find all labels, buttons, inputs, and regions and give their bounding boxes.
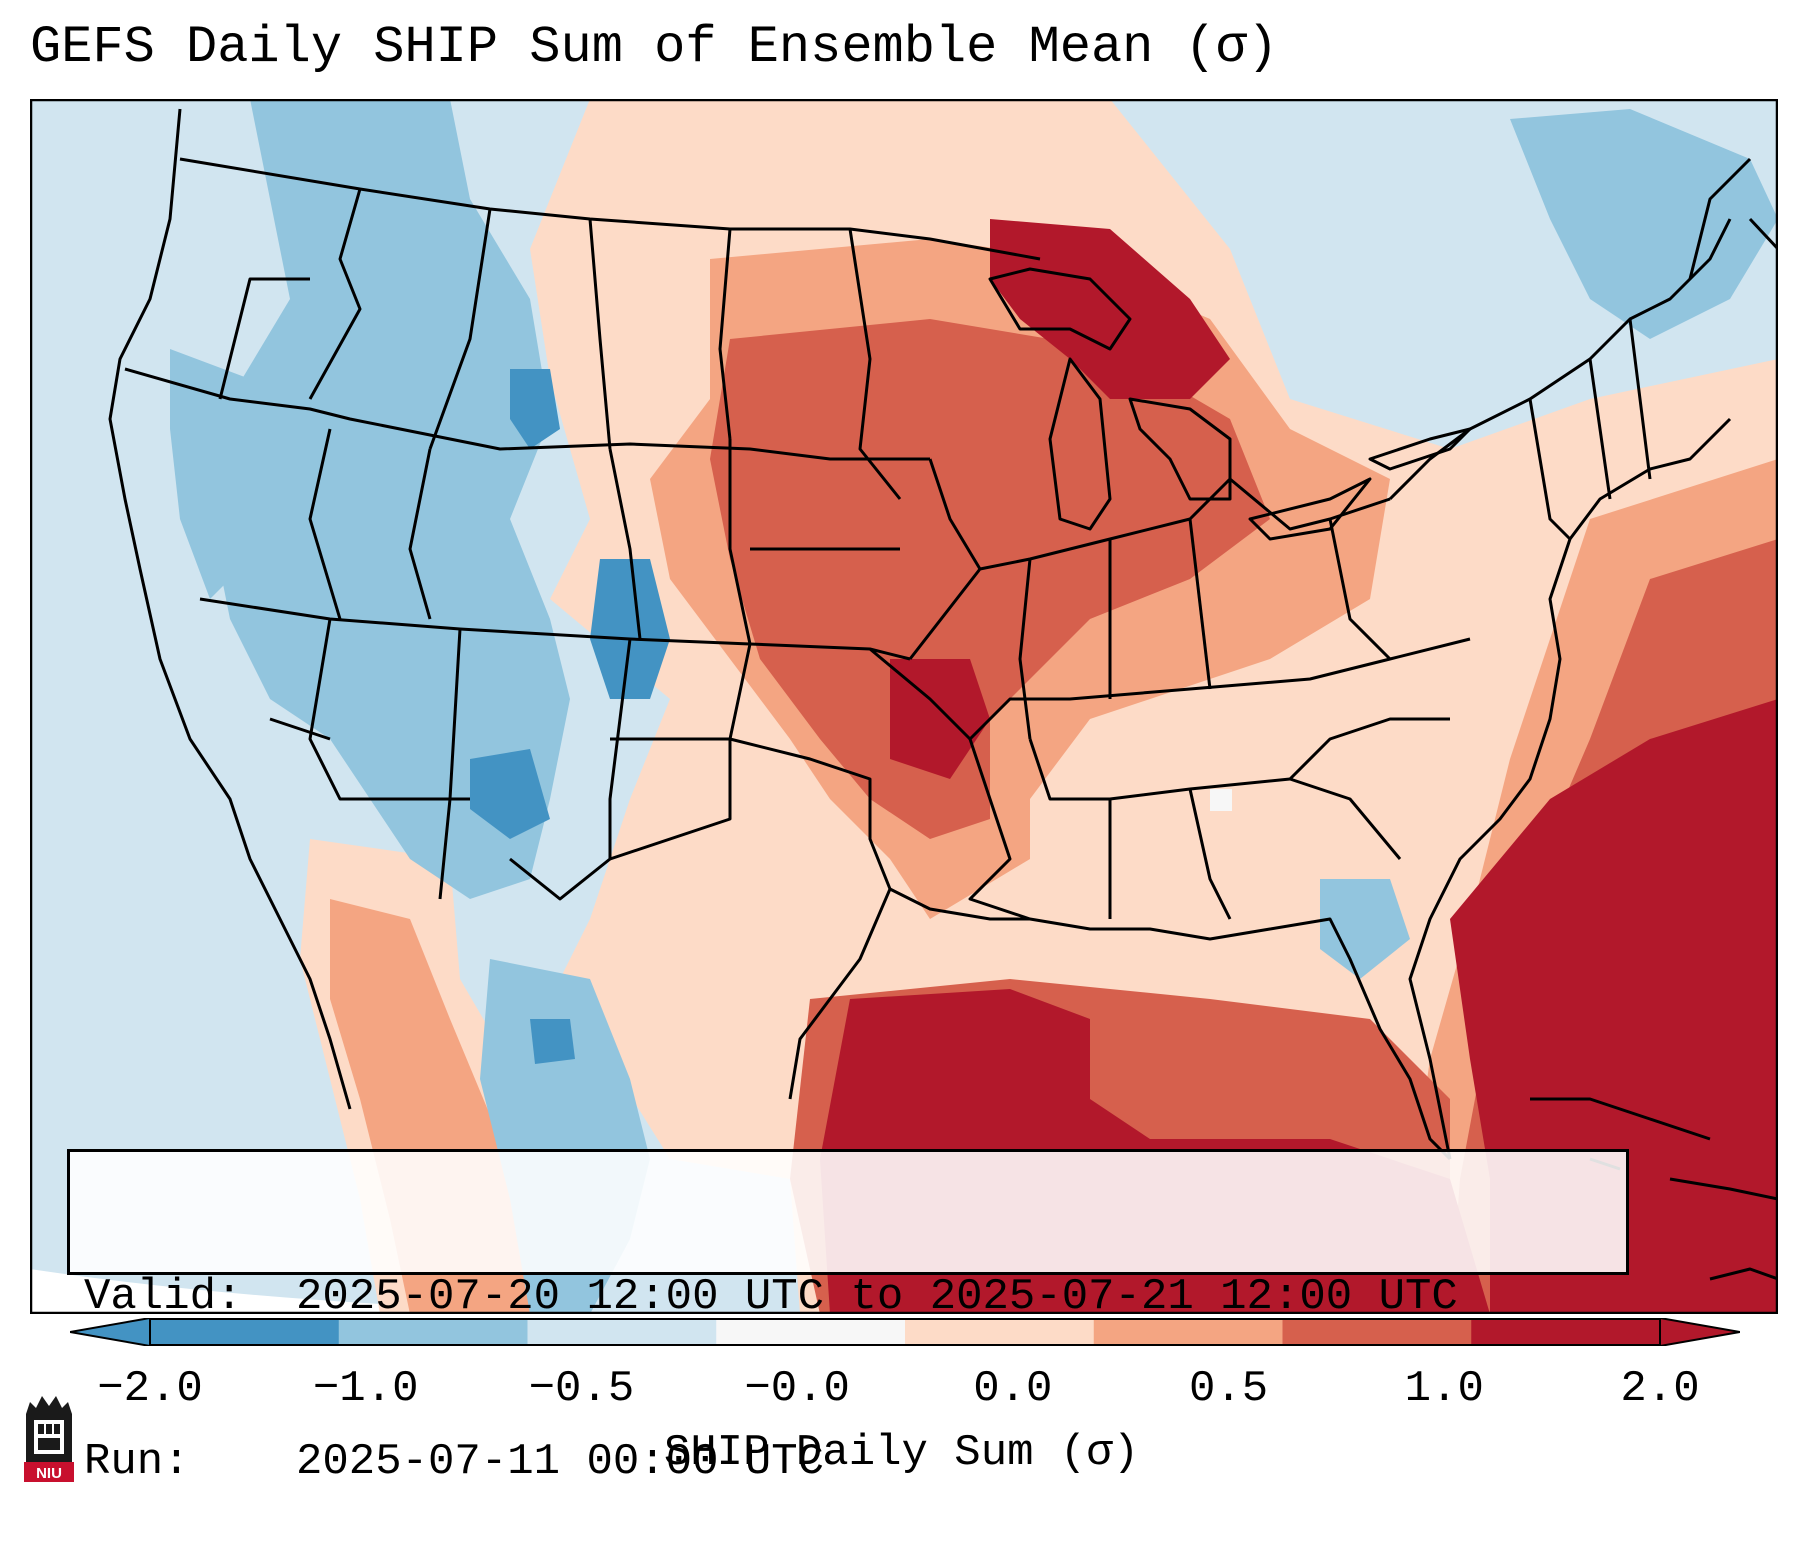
colorbar-tick-label: 0.5: [1188, 1364, 1269, 1414]
colorbar-over-arrow: [1659, 1318, 1740, 1346]
run-line: Run: 2025-07-11 00:00 UTC: [84, 1435, 1612, 1490]
wyoming-negative: [510, 369, 560, 449]
colorbar-label: SHIP Daily Sum (σ): [663, 1428, 1140, 1478]
colorbar-tick-label: 2.0: [1620, 1364, 1700, 1414]
colorbar-segment: [1471, 1319, 1661, 1345]
central-plains-positive: [710, 319, 1270, 839]
map-title: GEFS Daily SHIP Sum of Ensemble Mean (σ): [30, 18, 1279, 77]
colorbar-tick-label: −0.5: [528, 1364, 635, 1414]
arizona-negative: [470, 749, 550, 839]
colorbar-under-arrow: [70, 1318, 151, 1346]
run-value: 2025-07-11 00:00 UTC: [296, 1437, 825, 1487]
colorbar-tick-label: −2.0: [97, 1364, 203, 1414]
colorbar-segment: [905, 1319, 1095, 1345]
great-lakes-positive: [990, 219, 1230, 399]
colorado-plateau-negative: [590, 559, 670, 699]
colorbar-segment: [338, 1319, 528, 1345]
neutral-spot: [1210, 789, 1232, 811]
colorbar-segments: [150, 1319, 1661, 1345]
northeast-negative: [1510, 109, 1778, 339]
colorbar-segment: [150, 1319, 340, 1345]
logo-text: NIU: [36, 1465, 62, 1482]
valid-value: 2025-07-20 12:00 UTC to 2025-07-21 12:00…: [296, 1272, 1458, 1322]
valid-line: Valid: 2025-07-20 12:00 UTC to 2025-07-21…: [84, 1270, 1612, 1325]
colorbar-tick-label: 0.0: [973, 1364, 1053, 1414]
map-canvas: [30, 99, 1778, 1314]
northern-rockies-negative: [210, 99, 570, 899]
valid-label: Valid:: [84, 1272, 243, 1322]
colorbar-segment: [716, 1319, 906, 1345]
state-boundaries: [108, 108, 1778, 1281]
colorbar-tick-label: 1.0: [1404, 1364, 1484, 1414]
colorbar-segment: [527, 1319, 717, 1345]
kansas-positive: [890, 659, 990, 779]
colorbar: [70, 1318, 1740, 1346]
colorbar-tick-label: −1.0: [312, 1364, 419, 1414]
valid-run-box: Valid: 2025-07-20 12:00 UTC to 2025-07-21…: [67, 1149, 1629, 1487]
southeast-negative-patch: [1320, 879, 1410, 979]
colorbar-frame: [149, 1318, 1661, 1346]
anomaly-map: [30, 99, 1778, 1314]
run-label: Run:: [84, 1437, 190, 1487]
map-frame: [30, 99, 1778, 1314]
niu-logo: NIU: [24, 1396, 74, 1482]
pacific-northwest-negative: [170, 349, 270, 599]
colorbar-tick-label: −0.0: [744, 1364, 850, 1414]
mexico-strong-negative: [530, 1019, 575, 1064]
colorbar-segment: [1282, 1319, 1472, 1345]
colorbar-segment: [1093, 1319, 1283, 1345]
